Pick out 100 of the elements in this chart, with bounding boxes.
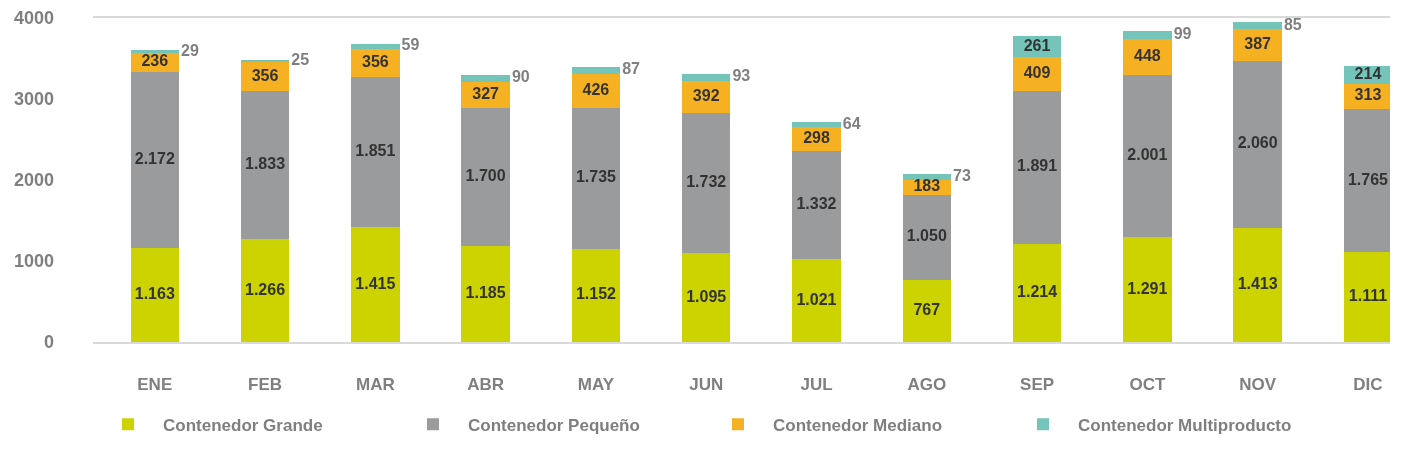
bar: [130, 247, 180, 342]
data-label: 298: [803, 129, 830, 147]
data-label: 64: [842, 114, 861, 132]
bar: [681, 253, 731, 342]
data-label: 1.095: [686, 287, 727, 305]
bar: [902, 279, 952, 342]
bar: [792, 122, 841, 128]
bar: [1123, 237, 1172, 342]
y-tick-label: 4000: [13, 8, 54, 29]
data-label: 1.833: [245, 155, 286, 173]
data-label: 2.172: [134, 149, 175, 167]
data-label: 387: [1244, 35, 1272, 53]
data-label: 93: [732, 67, 751, 85]
data-label: 1.415: [355, 274, 396, 292]
x-tick-label: OCT: [1129, 375, 1166, 395]
legend-label: Contenedor Grande: [163, 415, 323, 435]
x-tick-label: ENE: [137, 375, 173, 395]
bar: [902, 194, 952, 280]
data-label: 1.152: [575, 285, 617, 303]
data-label: 1.332: [796, 195, 837, 213]
data-label: 2.001: [1127, 146, 1168, 164]
data-label: 1.851: [355, 142, 396, 160]
legend-label: Contenedor Pequeño: [468, 415, 640, 435]
bar: [1233, 227, 1282, 342]
bar: [1123, 75, 1172, 238]
bar: [681, 113, 731, 254]
data-label: 87: [622, 60, 641, 78]
data-label: 29: [181, 41, 199, 59]
data-label: 1.700: [465, 167, 506, 185]
x-tick-label: SEP: [1020, 375, 1055, 395]
data-label: 59: [401, 36, 420, 54]
data-label: 1.291: [1127, 279, 1168, 297]
y-tick-label: 3000: [13, 89, 54, 110]
x-tick-label: ABR: [467, 375, 505, 395]
data-label: 99: [1173, 25, 1192, 43]
data-label: 356: [361, 53, 389, 71]
data-label: 1.735: [575, 168, 617, 186]
bar: [792, 151, 841, 260]
data-label: 409: [1023, 63, 1051, 81]
data-label: 313: [1354, 86, 1382, 104]
x-tick-label: NOV: [1239, 375, 1277, 395]
bar: [130, 71, 180, 248]
data-label: 327: [472, 85, 500, 103]
data-label: 1.111: [1348, 287, 1388, 304]
data-label: 1.163: [134, 284, 175, 302]
bar: [240, 60, 290, 63]
bar: [130, 50, 180, 53]
x-tick-label: MAR: [355, 375, 395, 395]
data-label: 25: [291, 51, 310, 69]
bar: [461, 74, 510, 82]
data-label: 767: [913, 300, 941, 318]
bar: [902, 174, 952, 180]
bar: [1233, 60, 1282, 228]
y-tick-label: 2000: [13, 170, 54, 191]
data-label: 214: [1354, 65, 1382, 83]
data-label: 426: [582, 80, 610, 98]
bar: [240, 239, 290, 342]
bar: [681, 73, 731, 82]
bar: [1012, 243, 1062, 342]
bar: [1123, 31, 1172, 40]
x-tick-label: DIC: [1353, 375, 1383, 395]
bar: [351, 77, 400, 228]
bar: [1012, 90, 1062, 244]
bar: [792, 259, 841, 342]
data-label: 1.214: [1017, 282, 1058, 300]
data-label: 1.021: [796, 290, 837, 308]
data-label: 85: [1283, 15, 1302, 33]
data-label: 261: [1023, 36, 1051, 54]
bar: [571, 108, 621, 249]
bar: [351, 227, 400, 342]
legend-label: Contenedor Mediano: [773, 415, 943, 435]
legend-label: Contenedor Multiproducto: [1078, 415, 1292, 435]
bar: [240, 90, 290, 240]
data-label: 73: [953, 167, 971, 185]
data-label: 392: [692, 87, 720, 105]
data-label: 1.050: [906, 227, 947, 245]
x-tick-label: AGO: [907, 375, 947, 395]
x-tick-label: FEB: [248, 375, 283, 395]
x-tick-label: JUL: [800, 375, 833, 395]
data-label: 356: [251, 66, 279, 84]
bar: [1233, 22, 1282, 30]
data-label: 448: [1134, 47, 1161, 65]
data-label: 183: [913, 177, 941, 195]
bar: [461, 108, 510, 247]
data-label: 2.060: [1237, 134, 1278, 152]
x-tick-label: MAY: [577, 375, 615, 395]
bar: [461, 246, 510, 342]
bar: [351, 43, 400, 49]
data-label: 1.266: [245, 280, 286, 298]
bar: [571, 66, 621, 74]
data-label: 90: [511, 68, 530, 86]
y-tick-label: 1000: [13, 251, 54, 272]
data-label: 1.891: [1017, 157, 1058, 175]
data-label: 1.765: [1347, 170, 1389, 188]
data-label: 1.413: [1237, 274, 1278, 292]
data-label: 1.185: [465, 284, 506, 302]
y-tick-label: 0: [43, 332, 54, 353]
data-label: 1.732: [686, 173, 727, 191]
bar: [571, 248, 621, 342]
x-tick-label: JUN: [689, 375, 724, 395]
